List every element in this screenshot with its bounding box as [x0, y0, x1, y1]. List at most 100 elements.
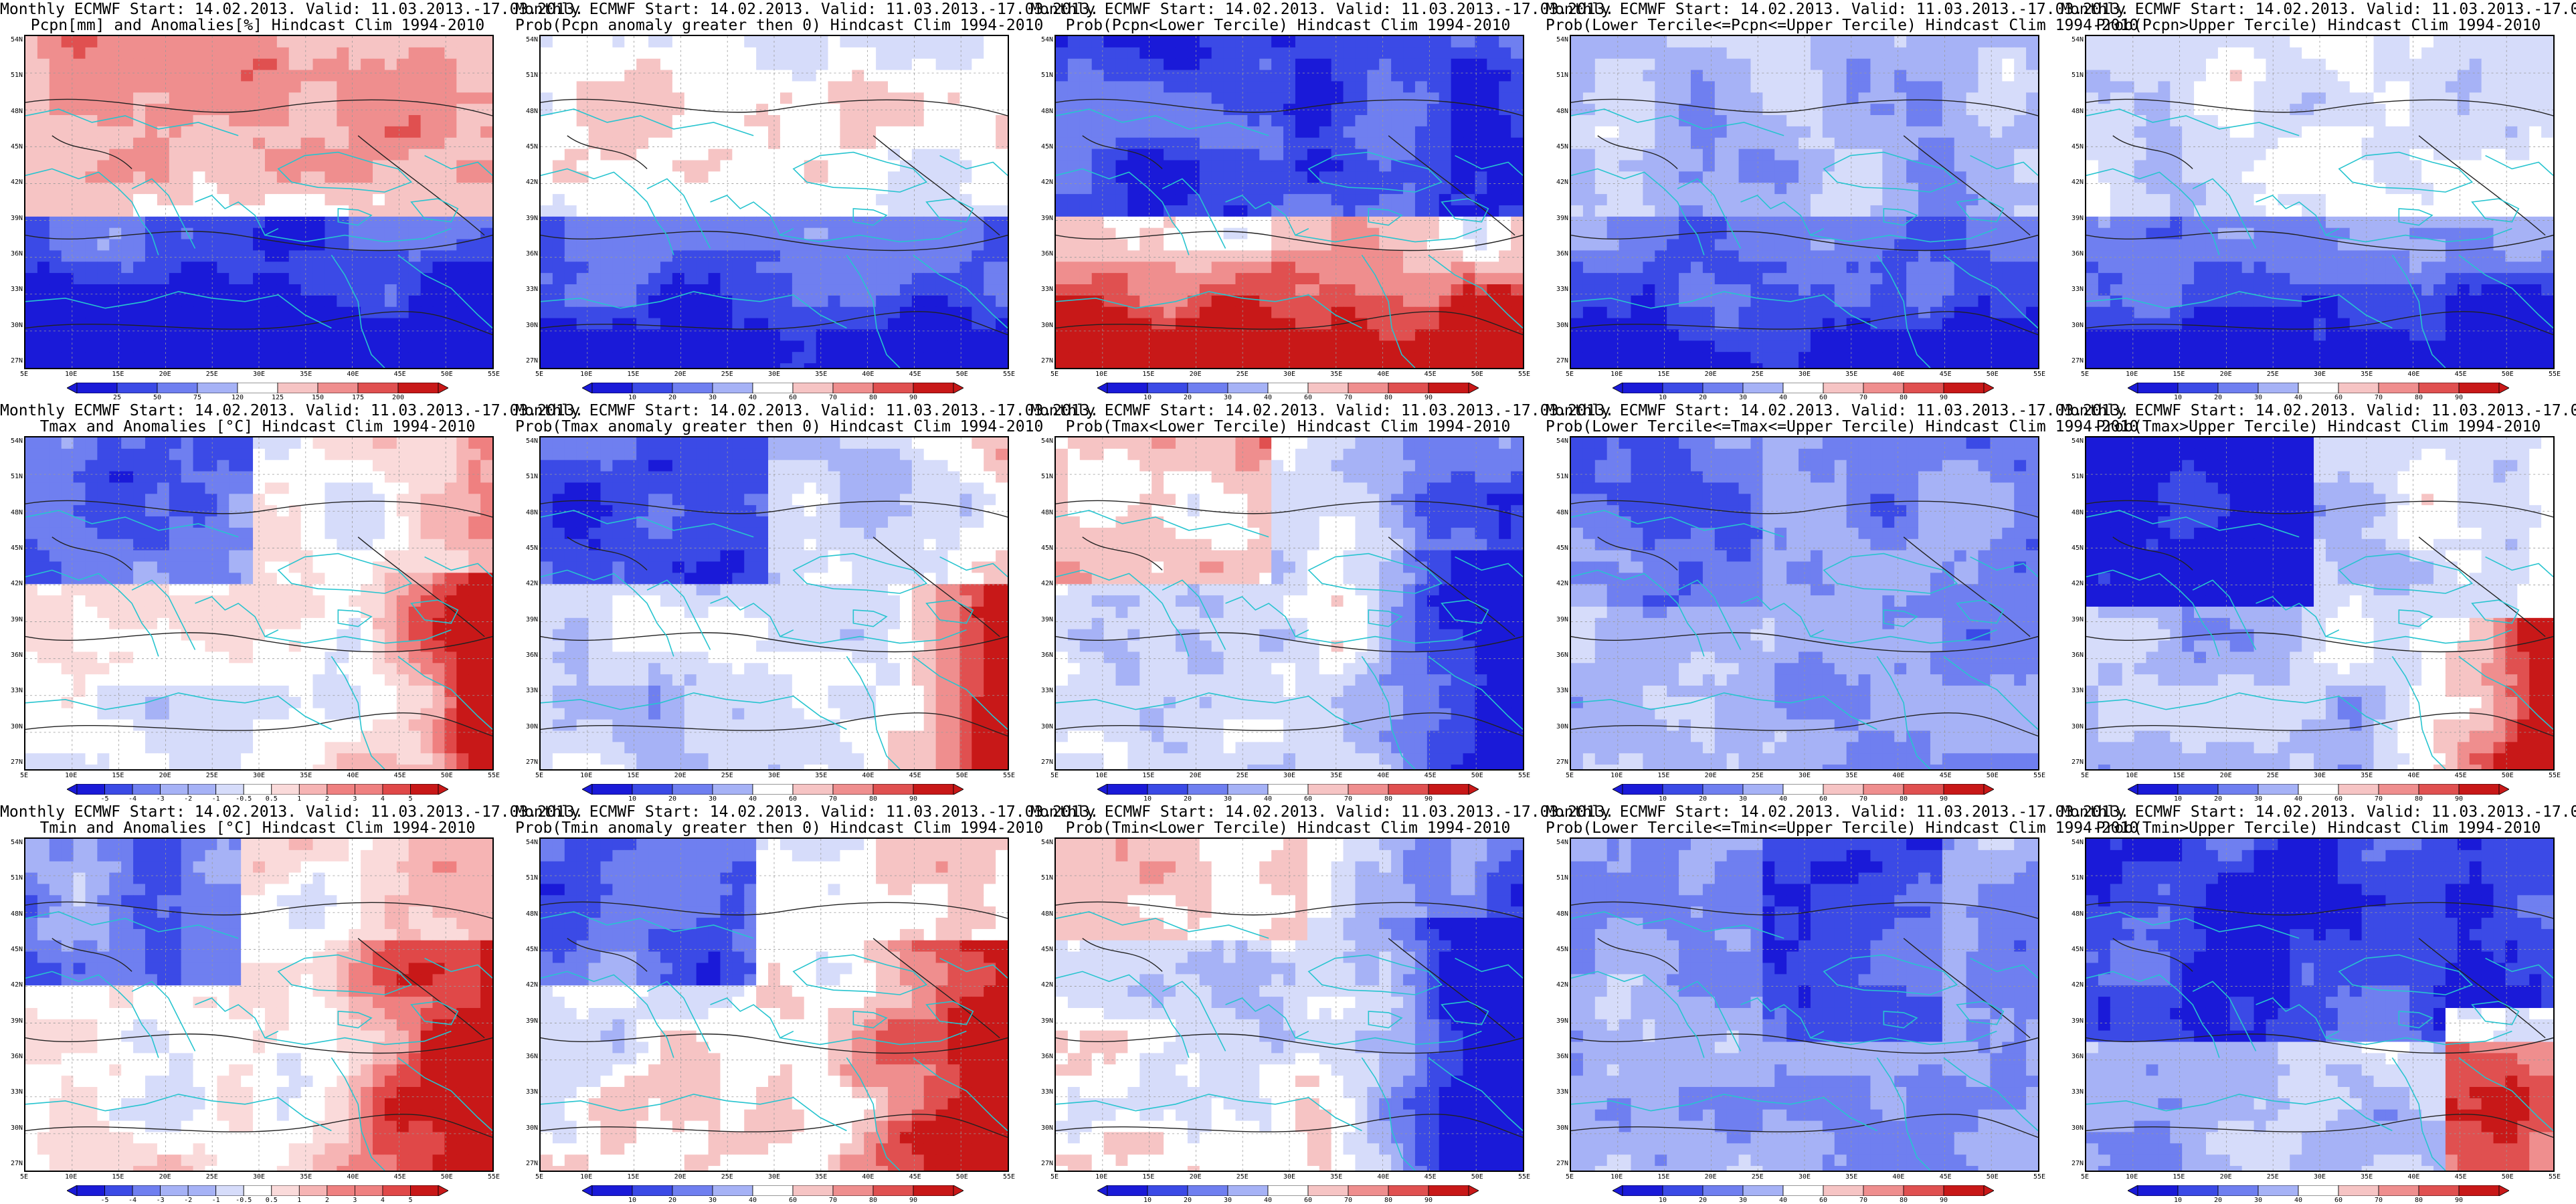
colorbar-tick-label: 90: [909, 394, 918, 401]
panel-header-line: Monthly ECMWF Start: 14.02.2013. Valid: …: [2061, 1, 2576, 18]
longitude-tick-label: 50E: [1471, 772, 1483, 779]
latitude-tick-label: 36N: [10, 1053, 23, 1060]
longitude-tick-label: 35E: [1845, 772, 1858, 779]
latitude-tick-label: 36N: [525, 651, 538, 659]
longitude-tick-label: 25E: [1751, 772, 1764, 779]
longitude-tick-label: 45E: [909, 1173, 921, 1181]
longitude-tick-label: 35E: [1330, 1173, 1343, 1181]
longitude-tick-label: 15E: [627, 1173, 640, 1181]
longitude-tick-label: 25E: [2266, 772, 2279, 779]
latitude-tick-label: 30N: [525, 722, 538, 730]
latitude-tick-label: 39N: [1040, 615, 1053, 623]
longitude-tick-label: 55E: [2033, 371, 2046, 378]
longitude-tick-label: 30E: [1798, 772, 1811, 779]
longitude-tick-label: 10E: [2126, 1173, 2138, 1181]
longitude-tick-label: 25E: [2266, 1173, 2279, 1181]
colorbar-tick-label: 90: [2454, 795, 2464, 803]
latitude-tick-label: 42N: [1556, 179, 1568, 187]
colorbar-tick-label: 10: [628, 795, 637, 803]
panel-title: Prob(Lower Tercile<=Pcpn<=Upper Tercile)…: [1546, 17, 2139, 34]
latitude-tick-label: 51N: [525, 473, 538, 481]
latitude-tick-label: 30N: [10, 321, 23, 329]
longitude-tick-label: 35E: [300, 1173, 312, 1181]
colorbar-tick-label: 4: [380, 1197, 385, 1204]
longitude-tick-label: 50E: [1471, 1173, 1483, 1181]
panel-header-line: Monthly ECMWF Start: 14.02.2013. Valid: …: [0, 803, 584, 821]
latitude-tick-label: 30N: [525, 1124, 538, 1132]
latitude-tick-label: 42N: [1556, 981, 1568, 989]
longitude-tick-label: 10E: [1095, 371, 1108, 378]
colorbar-tick-label: 70: [2374, 1197, 2383, 1204]
latitude-tick-label: 33N: [525, 687, 538, 695]
colorbar-tick-label: 3: [353, 1197, 357, 1204]
colorbar-tick-label: 60: [1303, 394, 1313, 401]
longitude-tick-label: 50E: [1986, 371, 1999, 378]
latitude-tick-label: 42N: [1040, 179, 1053, 187]
longitude-tick-label: 15E: [1657, 371, 1670, 378]
forecast-map: [539, 35, 1009, 369]
latitude-tick-label: 39N: [525, 615, 538, 623]
colorbar-tick-label: 60: [788, 795, 798, 803]
longitude-tick-label: 30E: [1283, 1173, 1296, 1181]
colorbar-tick-label: 90: [1424, 394, 1433, 401]
latitude-tick-label: 42N: [525, 580, 538, 588]
longitude-tick-label: 30E: [1798, 1173, 1811, 1181]
colorbar-tick-label: 80: [1384, 1197, 1393, 1204]
latitude-tick-label: 39N: [2071, 615, 2084, 623]
latitude-tick-label: 42N: [525, 179, 538, 187]
latitude-tick-label: 48N: [10, 107, 23, 115]
panel-title: Prob(Lower Tercile<=Tmax<=Upper Tercile)…: [1546, 418, 2139, 435]
longitude-tick-label: 40E: [862, 772, 875, 779]
latitude-tick-label: 51N: [1556, 72, 1568, 80]
colorbar-tick-label: 1: [297, 1197, 302, 1204]
latitude-tick-label: 51N: [525, 874, 538, 882]
longitude-tick-label: 55E: [2033, 772, 2046, 779]
colorbar-tick-label: 60: [2334, 394, 2343, 401]
longitude-tick-label: 30E: [2313, 772, 2326, 779]
colorbar-tick-label: 10: [1658, 394, 1667, 401]
longitude-tick-label: 15E: [1142, 1173, 1155, 1181]
colorbar-tick-label: 30: [708, 795, 717, 803]
colorbar-tick-label: 70: [828, 795, 838, 803]
latitude-tick-label: 42N: [1556, 580, 1568, 588]
colorbar-tick-label: 20: [668, 394, 677, 401]
longitude-tick-label: 5E: [535, 371, 544, 378]
latitude-tick-label: 30N: [10, 1124, 23, 1132]
colorbar-tick-label: 90: [2454, 1197, 2464, 1204]
longitude-tick-label: 55E: [1517, 772, 1531, 779]
longitude-tick-label: 45E: [2454, 371, 2467, 378]
colorbar-tick-label: 3: [353, 795, 357, 803]
latitude-tick-label: 36N: [1556, 1053, 1568, 1060]
latitude-tick-label: 48N: [2071, 910, 2084, 918]
colorbar-tick-label: 40: [2294, 394, 2303, 401]
colorbar-tick-label: 20: [1183, 1197, 1192, 1204]
longitude-tick-label: 55E: [2548, 1173, 2561, 1181]
map-panel: Monthly ECMWF Start: 14.02.2013. Valid: …: [515, 401, 1099, 803]
latitude-tick-label: 51N: [2071, 72, 2084, 80]
colorbar-tick-label: 5: [408, 795, 413, 803]
latitude-tick-label: 42N: [525, 981, 538, 989]
latitude-tick-label: 27N: [525, 357, 538, 365]
longitude-tick-label: 50E: [440, 1173, 453, 1181]
latitude-tick-label: 30N: [1556, 1124, 1568, 1132]
latitude-tick-label: 54N: [525, 437, 538, 445]
latitude-tick-label: 36N: [1556, 250, 1568, 258]
colorbar-tick-label: 25: [112, 394, 122, 401]
longitude-tick-label: 25E: [721, 371, 733, 378]
longitude-tick-label: 50E: [2501, 371, 2514, 378]
colorbar-tick-label: -5: [100, 795, 109, 803]
longitude-tick-label: 15E: [1657, 772, 1670, 779]
colorbar-tick-label: 70: [1344, 795, 1353, 803]
longitude-tick-label: 50E: [1986, 1173, 1999, 1181]
latitude-tick-label: 27N: [2071, 1160, 2084, 1167]
longitude-tick-label: 45E: [1424, 371, 1437, 378]
colorbar-tick-label: 60: [1819, 1197, 1828, 1204]
longitude-tick-label: 15E: [1142, 371, 1155, 378]
latitude-tick-label: 27N: [525, 759, 538, 766]
colorbar: [1097, 1185, 1479, 1196]
latitude-tick-label: 54N: [1556, 839, 1568, 846]
longitude-tick-label: 15E: [112, 1173, 124, 1181]
latitude-tick-label: 30N: [1556, 321, 1568, 329]
longitude-tick-label: 25E: [205, 1173, 218, 1181]
longitude-tick-label: 55E: [1517, 1173, 1531, 1181]
